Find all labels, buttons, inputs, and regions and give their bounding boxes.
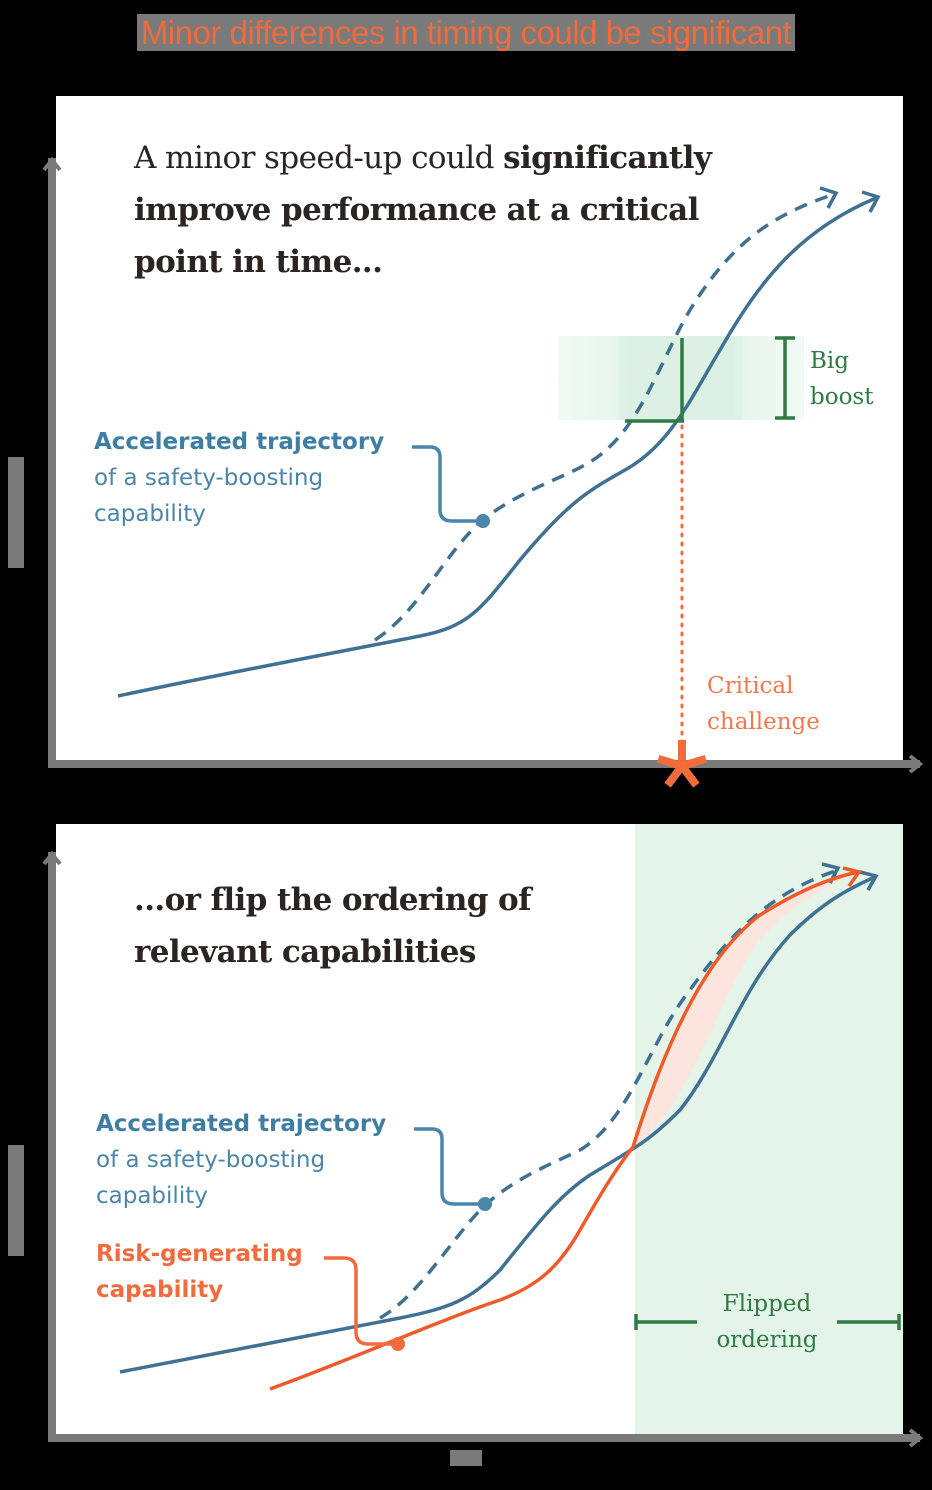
accelerated-label-line3-bottom: capability [96, 1183, 208, 1209]
callout-dot-orange [391, 1337, 405, 1351]
y-axis-label-bottom: Safety capability [8, 1145, 24, 1256]
flipped-bracket [634, 1314, 901, 1330]
boost-line2: boost [810, 384, 874, 410]
x-axis-label: Time [450, 1450, 483, 1466]
accelerated-label-title-bottom: Accelerated trajectory [96, 1111, 387, 1137]
bottom-heading-line2: relevant capabilities [134, 934, 476, 970]
accelerated-label-line3: capability [94, 501, 206, 527]
critical-line1: Critical [707, 673, 794, 699]
flipped-ordering-label: Flipped ordering [700, 1286, 834, 1358]
top-heading: A minor speed-up could significantly imp… [134, 132, 754, 288]
critical-challenge-label: Critical challenge [707, 668, 820, 740]
callout-dot-bottom-blue [478, 1197, 492, 1211]
flipped-gap-fill [633, 872, 858, 1147]
accelerated-label-bottom: Accelerated trajectory of a safety-boost… [96, 1106, 386, 1214]
baseline-curve-top [117, 196, 877, 698]
risk-curve [269, 870, 859, 1391]
heading-bold-2: improve performance at a critical [134, 192, 699, 228]
big-boost-label: Big boost [810, 343, 873, 415]
risk-label-line1: Risk-generating [96, 1241, 303, 1267]
callout-connector-orange [324, 1256, 396, 1346]
baseline-curve-bottom [119, 875, 876, 1374]
top-chart-panel [56, 96, 903, 762]
critical-asterisk-icon [657, 740, 707, 788]
accelerated-curve-top [374, 192, 836, 642]
heading-bold-1: significantly [503, 140, 712, 176]
bottom-axes [42, 850, 924, 1448]
top-axes [42, 156, 924, 774]
callout-connector-top [412, 445, 482, 523]
risk-label-line2: capability [96, 1277, 224, 1303]
accelerated-curve-bottom [379, 868, 839, 1320]
heading-bold-3: point in time... [134, 244, 383, 280]
figure-title: Minor differences in timing could be sig… [0, 14, 932, 52]
bottom-heading: ...or flip the ordering of relevant capa… [134, 874, 634, 978]
accelerated-label-top: Accelerated trajectory of a safety-boost… [94, 424, 384, 532]
boost-line1: Big [810, 348, 849, 374]
boost-triangle [625, 338, 684, 423]
accelerated-label-line2-bottom: of a safety-boosting [96, 1147, 326, 1173]
y-axis-label-top: Safety capability [8, 457, 24, 568]
heading-plain: A minor speed-up could [134, 140, 504, 176]
bottom-heading-line1: ...or flip the ordering of [134, 882, 531, 918]
accelerated-label-title: Accelerated trajectory [94, 429, 385, 455]
flipped-line2: ordering [716, 1327, 818, 1353]
boost-bracket [775, 336, 795, 420]
critical-line2: challenge [707, 709, 820, 735]
flipped-line1: Flipped [722, 1291, 812, 1317]
risk-label: Risk-generating capability [96, 1236, 303, 1308]
callout-dot-top [476, 514, 490, 528]
callout-connector-bottom-blue [414, 1127, 484, 1206]
accelerated-label-line2: of a safety-boosting [94, 465, 324, 491]
